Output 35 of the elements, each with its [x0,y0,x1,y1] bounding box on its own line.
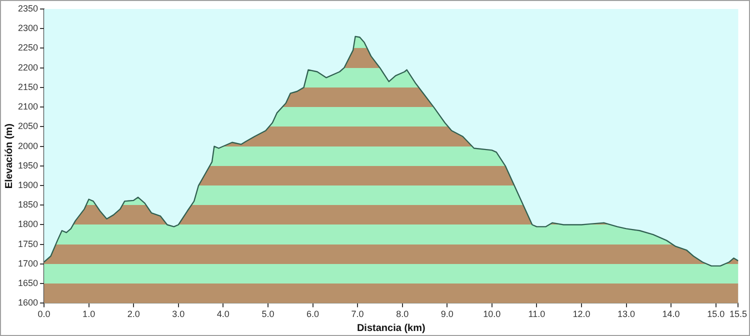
x-tick-label: 14.0 [662,309,680,320]
x-tick-label: 8.0 [396,309,409,320]
x-tick-label: 4.0 [216,309,230,320]
x-tick-label: 1.0 [82,309,96,320]
x-tick-label: 11.0 [528,309,546,320]
y-tick-label: 1800 [18,219,38,230]
x-tick-label: 5.0 [262,309,274,320]
y-tick-label: 1600 [18,298,38,308]
x-tick-label: 13.0 [618,309,636,320]
y-tick-label: 2250 [18,42,38,53]
y-tick-label: 1850 [18,200,38,210]
x-tick-label: 10.0 [483,309,501,320]
y-tick-label: 2050 [18,121,38,132]
y-tick-label: 1750 [18,238,38,249]
y-tick-label: 2200 [18,62,38,72]
y-tick-label: 1950 [18,160,38,170]
y-axis-title: Elevación (m) [4,124,15,189]
y-tick-label: 1650 [18,278,38,288]
x-tick-label: 15.5 [729,309,748,320]
y-tick-label: 1900 [18,180,38,190]
y-tick-label: 1700 [18,258,38,268]
x-axis-title: Distancia (km) [356,322,426,334]
x-tick-label: 3.0 [172,309,185,320]
y-tick-label: 2100 [18,102,38,112]
y-tick-label: 2300 [18,23,38,34]
x-tick-label: 6.0 [306,309,320,320]
y-tick-label: 2000 [18,140,38,151]
y-tick-label: 2150 [18,82,38,92]
x-tick-label: 7.0 [351,309,364,320]
x-tick-label: 12.0 [572,309,590,320]
x-tick-label: 15.0 [707,309,725,320]
y-tick-label: 2350 [18,3,38,14]
x-tick-label: 9.0 [440,309,454,320]
x-tick-label: 0.0 [38,309,50,320]
x-tick-label: 2.0 [127,309,140,320]
